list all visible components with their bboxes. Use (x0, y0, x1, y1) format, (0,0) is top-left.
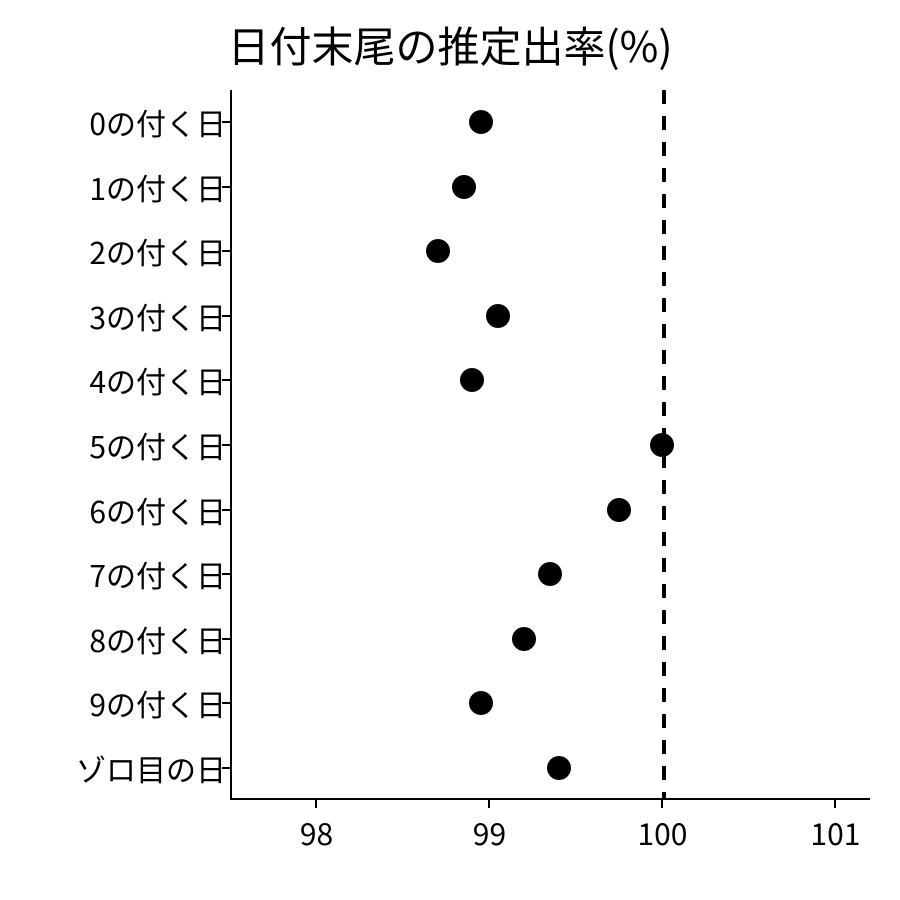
y-tick-label: 9の付く日 (89, 681, 230, 725)
y-tick-label: 1の付く日 (89, 165, 230, 209)
data-point (547, 756, 571, 780)
data-point (426, 239, 450, 263)
y-tick-label: 5の付く日 (89, 423, 230, 467)
data-point (650, 433, 674, 457)
chart-container: 日付末尾の推定出率(%) 0の付く日1の付く日2の付く日3の付く日4の付く日5の… (0, 0, 900, 900)
data-point (460, 368, 484, 392)
x-tick-label: 99 (473, 800, 506, 854)
y-tick-label: 6の付く日 (89, 488, 230, 532)
data-point (469, 691, 493, 715)
y-axis-line (230, 90, 232, 800)
x-tick-label: 101 (810, 800, 860, 854)
y-tick-label: 4の付く日 (89, 358, 230, 402)
x-tick-label: 100 (637, 800, 687, 854)
x-tick-label: 98 (300, 800, 333, 854)
data-point (538, 562, 562, 586)
plot-area: 0の付く日1の付く日2の付く日3の付く日4の付く日5の付く日6の付く日7の付く日… (230, 90, 870, 800)
chart-title: 日付末尾の推定出率(%) (0, 14, 900, 75)
data-point (469, 110, 493, 134)
y-tick-label: 0の付く日 (89, 100, 230, 144)
y-tick-label: ゾロ目の日 (76, 746, 230, 790)
data-point (512, 627, 536, 651)
data-point (452, 175, 476, 199)
data-point (607, 498, 631, 522)
y-tick-label: 3の付く日 (89, 294, 230, 338)
y-tick-label: 8の付く日 (89, 617, 230, 661)
y-tick-label: 2の付く日 (89, 229, 230, 273)
y-tick-label: 7の付く日 (89, 552, 230, 596)
data-point (486, 304, 510, 328)
